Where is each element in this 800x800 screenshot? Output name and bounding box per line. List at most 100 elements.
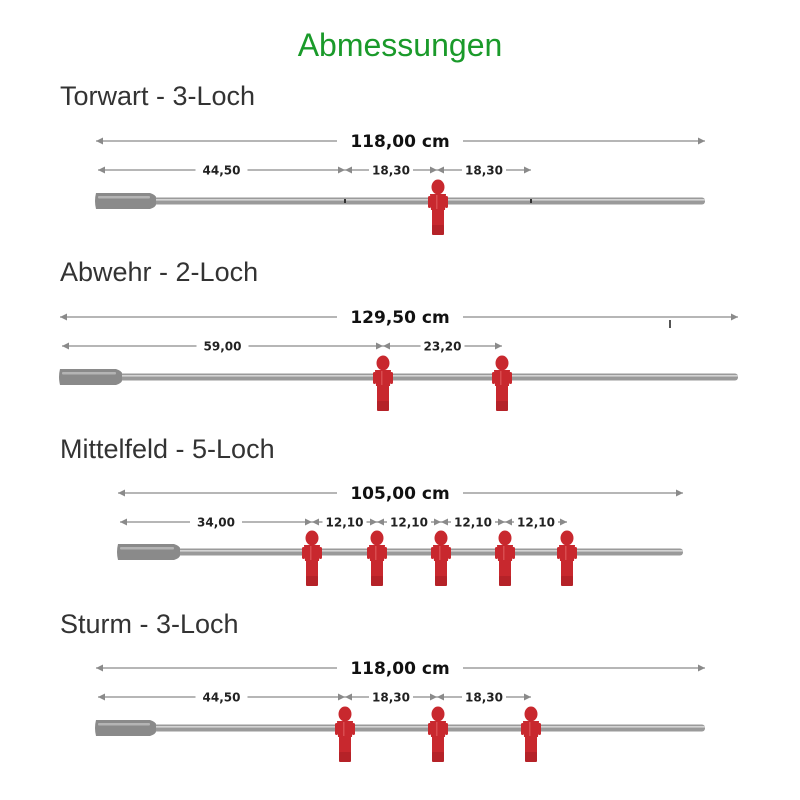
- rod-bar: [176, 548, 683, 556]
- total-arrow-left: [96, 664, 103, 672]
- segment-arrow-left: [383, 342, 390, 350]
- total-arrow-left: [118, 489, 125, 497]
- figure-torso: [497, 545, 513, 561]
- figure-torso: [430, 194, 446, 210]
- figure-highlight: [375, 546, 377, 560]
- figure-head: [376, 355, 390, 371]
- figure-highlight: [565, 546, 567, 560]
- segment-arrow-right: [560, 518, 567, 526]
- figure-highlight: [500, 371, 502, 385]
- player-figure: [495, 530, 515, 586]
- segment-length-label: 12,10: [326, 516, 364, 530]
- figure-legs: [371, 561, 383, 577]
- segment-arrow-left: [62, 342, 69, 350]
- segment-length-label: 18,30: [465, 691, 503, 705]
- segment-arrow-left: [312, 518, 319, 526]
- segment-length-label: 44,50: [203, 691, 241, 705]
- rod-section: Sturm - 3-Loch 118,00 cm 44,50 18,30 18,30: [60, 609, 705, 762]
- segment-length-label: 18,30: [465, 164, 503, 178]
- segment-arrow-right: [524, 693, 531, 701]
- page-title: Abmessungen: [298, 27, 503, 63]
- segment-arrow-left: [345, 693, 352, 701]
- total-length-label: 105,00 cm: [350, 484, 449, 504]
- figure-highlight: [436, 722, 438, 736]
- figure-head: [431, 706, 445, 722]
- handle-highlight: [62, 372, 116, 375]
- figure-torso: [304, 545, 320, 561]
- rod-handle: [95, 720, 156, 736]
- figure-arm: [574, 547, 577, 559]
- player-figure: [302, 530, 322, 586]
- figure-foot: [306, 576, 318, 586]
- figure-foot: [432, 752, 444, 762]
- player-figure: [373, 355, 393, 411]
- figure-highlight: [439, 546, 441, 560]
- handle-highlight: [120, 547, 174, 550]
- figure-torso: [433, 545, 449, 561]
- figure-arm: [302, 547, 305, 559]
- figure-highlight: [381, 371, 383, 385]
- player-figure: [367, 530, 387, 586]
- figure-head: [370, 530, 384, 546]
- figure-arm: [352, 723, 355, 735]
- rod-title: Abwehr - 2-Loch: [60, 257, 258, 287]
- figure-torso: [523, 721, 539, 737]
- figure-head: [560, 530, 574, 546]
- segment-arrow-left: [437, 166, 444, 174]
- segment-arrow-right: [338, 693, 345, 701]
- figure-foot: [525, 752, 537, 762]
- player-figure: [557, 530, 577, 586]
- rod-title: Sturm - 3-Loch: [60, 609, 239, 639]
- segment-arrow-left: [505, 518, 512, 526]
- player-figure: [492, 355, 512, 411]
- figure-legs: [525, 737, 537, 753]
- figure-head: [524, 706, 538, 722]
- figure-torso: [430, 721, 446, 737]
- figure-legs: [339, 737, 351, 753]
- figure-arm: [512, 547, 515, 559]
- rod-title: Mittelfeld - 5-Loch: [60, 434, 275, 464]
- figure-torso: [337, 721, 353, 737]
- segment-arrow-right: [430, 166, 437, 174]
- total-arrow-left: [96, 137, 103, 145]
- segment-arrow-left: [98, 166, 105, 174]
- figure-legs: [435, 561, 447, 577]
- figure-arm: [492, 372, 495, 384]
- segment-length-label: 12,10: [454, 516, 492, 530]
- rod-hole-marker: [530, 199, 532, 203]
- segment-length-label: 12,10: [517, 516, 555, 530]
- figure-torso: [369, 545, 385, 561]
- figure-head: [305, 530, 319, 546]
- total-arrow-right: [676, 489, 683, 497]
- player-figure: [428, 706, 448, 762]
- figure-head: [434, 530, 448, 546]
- figure-foot: [499, 576, 511, 586]
- segment-arrow-right: [305, 518, 312, 526]
- figure-arm: [445, 723, 448, 735]
- figure-head: [338, 706, 352, 722]
- figure-highlight: [529, 722, 531, 736]
- figure-arm: [445, 196, 448, 208]
- figure-foot: [339, 752, 351, 762]
- segment-arrow-right: [524, 166, 531, 174]
- segment-arrow-right: [434, 518, 441, 526]
- rod-bar: [118, 373, 738, 381]
- figure-arm: [390, 372, 393, 384]
- figure-arm: [509, 372, 512, 384]
- total-length-label: 129,50 cm: [350, 308, 449, 328]
- segment-length-label: 18,30: [372, 164, 410, 178]
- segment-arrow-left: [345, 166, 352, 174]
- figure-arm: [384, 547, 387, 559]
- segment-length-label: 59,00: [204, 340, 242, 354]
- total-length-label: 118,00 cm: [350, 659, 449, 679]
- player-figure: [431, 530, 451, 586]
- total-arrow-left: [60, 313, 67, 321]
- rod-section: Mittelfeld - 5-Loch 105,00 cm 34,00 12,10 12…: [60, 434, 683, 586]
- figure-legs: [432, 737, 444, 753]
- figure-foot: [432, 225, 444, 235]
- total-arrow-right: [698, 664, 705, 672]
- figure-highlight: [436, 195, 438, 209]
- figure-legs: [432, 210, 444, 226]
- rod-highlight: [176, 550, 683, 552]
- segment-arrow-left: [377, 518, 384, 526]
